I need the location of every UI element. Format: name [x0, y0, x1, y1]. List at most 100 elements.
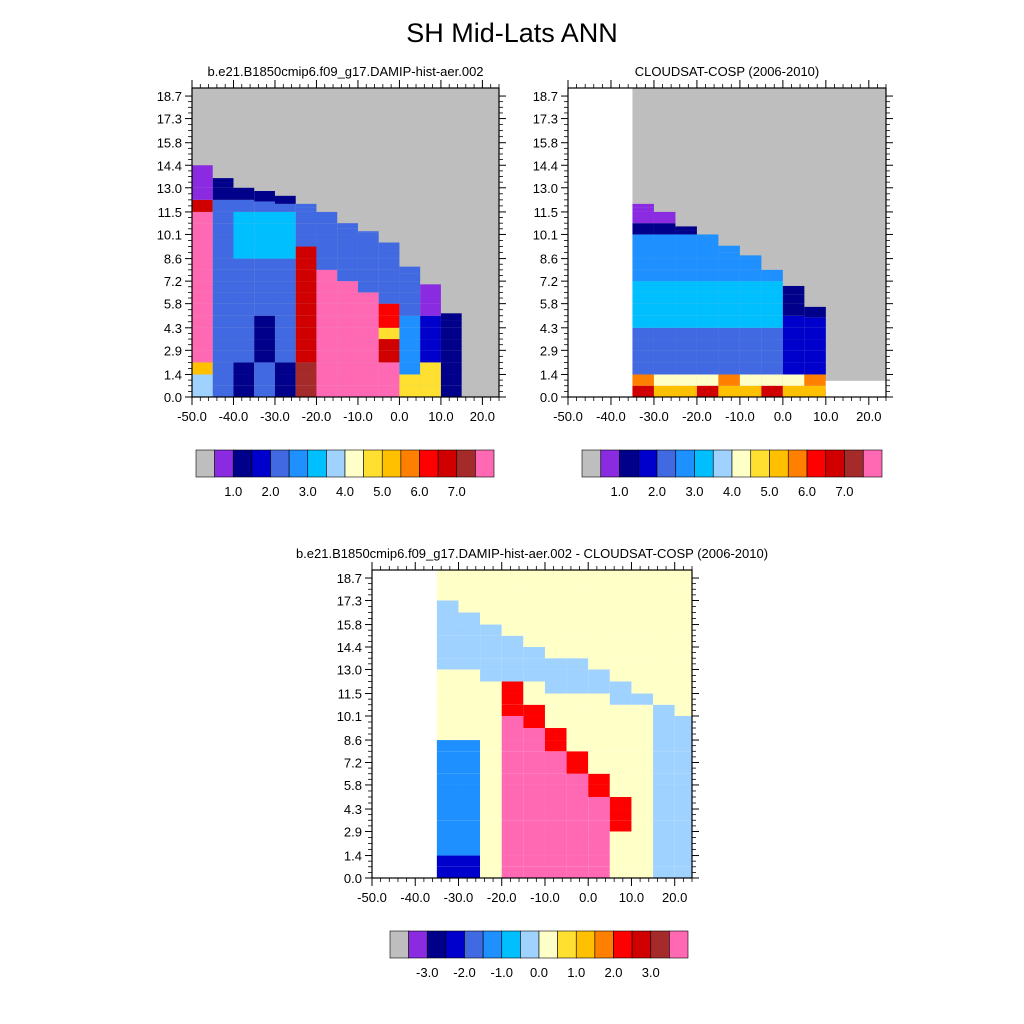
heatmap-cell	[436, 600, 459, 613]
heatmap-cell	[501, 624, 524, 636]
heatmap-cell	[523, 681, 545, 694]
colorbar-label: 6.0	[410, 484, 428, 499]
colorbar-label: -1.0	[491, 965, 513, 980]
heatmap-cell	[782, 285, 805, 295]
heatmap-cell	[609, 693, 632, 705]
heatmap-cell	[632, 211, 654, 224]
heatmap-cell	[274, 385, 296, 397]
heatmap-cell	[631, 647, 654, 659]
heatmap-cell	[631, 600, 654, 613]
y-tick-label: 5.8	[540, 297, 558, 312]
heatmap-cell	[523, 704, 545, 716]
heatmap-cell	[653, 578, 675, 590]
heatmap-cell	[609, 578, 632, 590]
heatmap-cell	[588, 855, 610, 867]
heatmap-cell	[399, 281, 421, 293]
heatmap-cell	[233, 223, 255, 235]
heatmap-cell	[523, 820, 545, 832]
heatmap-cell	[501, 612, 524, 625]
heatmap-cell	[501, 635, 524, 647]
heatmap-cell	[458, 784, 481, 797]
heatmap-cell	[295, 339, 317, 351]
y-tick-label: 18.7	[337, 571, 362, 586]
heatmap-cell	[588, 843, 610, 856]
heatmap-cell	[566, 831, 589, 844]
heatmap-cell	[501, 658, 524, 670]
heatmap-cell	[378, 315, 400, 328]
heatmap-cell	[192, 211, 213, 224]
heatmap-cell	[440, 320, 462, 328]
heatmap-cell	[653, 292, 676, 304]
heatmap-cell	[212, 315, 234, 328]
heatmap-cell	[804, 317, 826, 328]
x-tick-label: -50.0	[177, 409, 207, 424]
heatmap-cell	[718, 303, 740, 316]
heatmap-cell	[544, 570, 567, 575]
heatmap-cell	[696, 350, 719, 363]
heatmap-cell	[675, 385, 697, 397]
heatmap-cell	[436, 715, 459, 729]
y-tick-label: 7.2	[344, 756, 362, 771]
heatmap-cell	[295, 315, 317, 328]
heatmap-cell	[316, 362, 338, 375]
heatmap-cell	[718, 385, 740, 397]
y-tick-label: 8.6	[540, 252, 558, 267]
heatmap-cell	[501, 570, 524, 575]
heatmap-cell	[609, 589, 632, 601]
heatmap-cell	[420, 315, 441, 328]
x-tick-label: -30.0	[444, 890, 474, 905]
heatmap-cell	[674, 728, 692, 741]
heatmap-cell	[501, 751, 524, 763]
heatmap-cell	[588, 740, 610, 752]
heatmap-cell	[295, 362, 317, 375]
heatmap-cell	[295, 269, 317, 282]
heatmap-cell	[674, 751, 692, 763]
heatmap-cell	[316, 327, 338, 340]
heatmap-cell	[295, 234, 317, 247]
heatmap-cell	[233, 350, 255, 363]
heatmap-cell	[337, 315, 358, 328]
heatmap-cell	[675, 303, 697, 316]
heatmap-cell	[544, 574, 567, 579]
colorbar-swatch	[437, 449, 458, 478]
heatmap-cell	[378, 362, 400, 375]
heatmap-cell	[192, 223, 213, 235]
heatmap-cell	[544, 658, 567, 670]
heatmap-cell	[480, 843, 502, 856]
heatmap-cell	[739, 258, 762, 270]
heatmap-cell	[566, 658, 589, 670]
heatmap-cell	[674, 866, 692, 878]
heatmap-cell	[588, 624, 610, 636]
heatmap-cell	[399, 339, 421, 351]
heatmap-cell	[609, 784, 632, 797]
heatmap-cell	[501, 855, 524, 867]
heatmap-cell	[544, 866, 567, 878]
heatmap-cell	[295, 246, 317, 259]
heatmap-cell	[436, 762, 459, 774]
heatmap-cell	[436, 728, 459, 741]
heatmap-cell	[212, 234, 234, 247]
heatmap-cell	[436, 796, 459, 810]
heatmap-cell	[254, 315, 275, 328]
heatmap-cell	[653, 751, 675, 763]
heatmap-cell	[588, 635, 610, 647]
heatmap-cell	[588, 751, 610, 763]
heatmap-cell	[337, 258, 358, 270]
heatmap-cell	[632, 223, 654, 235]
heatmap-cell	[675, 374, 697, 386]
heatmap-cell	[653, 600, 675, 613]
heatmap-cell	[458, 762, 481, 774]
heatmap-cell	[316, 269, 338, 282]
x-tick-label: -30.0	[639, 409, 669, 424]
heatmap-cell	[609, 715, 632, 729]
x-tick-label: 0.0	[390, 409, 408, 424]
heatmap-cell	[440, 374, 462, 386]
x-tick-label: 10.0	[428, 409, 453, 424]
heatmap-cell	[501, 647, 524, 659]
colorbar-swatch	[712, 449, 733, 478]
heatmap-cell	[544, 612, 567, 625]
heatmap-cell	[782, 339, 805, 351]
heatmap-cell	[458, 809, 481, 821]
colorbar-label: 1.0	[567, 965, 585, 980]
x-tick-label: -40.0	[400, 890, 430, 905]
